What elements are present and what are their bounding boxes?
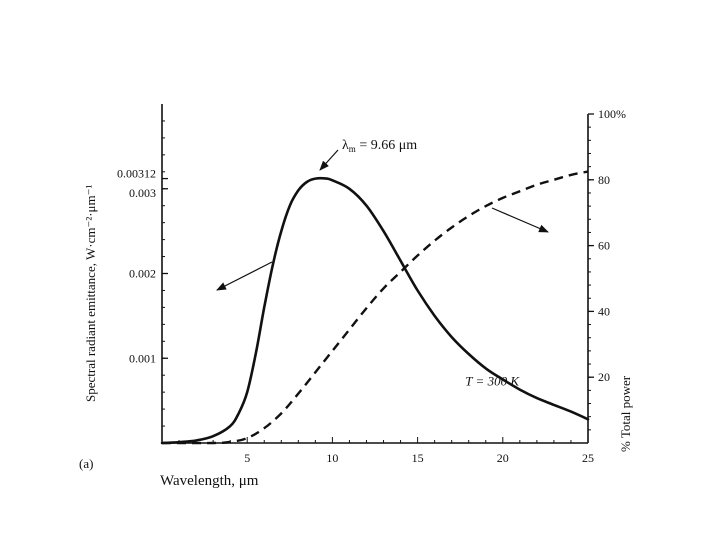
x-tick-label: 15 bbox=[412, 451, 424, 465]
peak-wavelength-label: λm = 9.66 μm bbox=[342, 138, 417, 154]
right-axis-arrow bbox=[491, 207, 549, 233]
x-axis-label: Wavelength, μm bbox=[160, 473, 259, 489]
left-axis-arrow bbox=[216, 261, 273, 291]
y-left-axis-label: Spectral radiant emittance, W·cm⁻²·μm⁻¹ bbox=[83, 185, 98, 402]
emittance-curve-solid bbox=[160, 176, 590, 445]
x-tick-label: 10 bbox=[326, 451, 338, 465]
y-right-axis-ticks: 20 40 60 80 100% bbox=[588, 107, 626, 431]
y-left-axis-ticks: 0.001 0.002 0.003 0.00312 bbox=[117, 120, 168, 427]
y-right-tick-label: 40 bbox=[598, 304, 610, 318]
y-right-tick-label: 100% bbox=[598, 107, 626, 121]
x-axis-ticks: 5 10 15 20 25 bbox=[178, 437, 594, 465]
peak-label-value: = 9.66 μm bbox=[356, 138, 417, 153]
y-left-tick-label: 0.00312 bbox=[117, 167, 156, 181]
peak-label-subscript: m bbox=[349, 144, 356, 154]
y-right-tick-label: 60 bbox=[598, 239, 610, 253]
x-tick-label: 20 bbox=[497, 451, 509, 465]
y-left-tick-label: 0.002 bbox=[129, 267, 156, 281]
y-right-tick-label: 80 bbox=[598, 173, 610, 187]
y-left-tick-label: 0.001 bbox=[129, 351, 156, 365]
temperature-label: T = 300 K bbox=[465, 373, 520, 388]
x-tick-label: 5 bbox=[244, 451, 250, 465]
y-right-axis-label: % Total power bbox=[618, 375, 633, 452]
panel-label: (a) bbox=[79, 456, 93, 471]
peak-label-lambda: λ bbox=[342, 138, 349, 153]
peak-arrow bbox=[319, 149, 339, 171]
x-tick-label: 25 bbox=[582, 451, 594, 465]
y-right-tick-label: 20 bbox=[598, 370, 610, 384]
total-power-curve-dashed bbox=[161, 170, 589, 445]
y-left-tick-label: 0.003 bbox=[129, 186, 156, 200]
